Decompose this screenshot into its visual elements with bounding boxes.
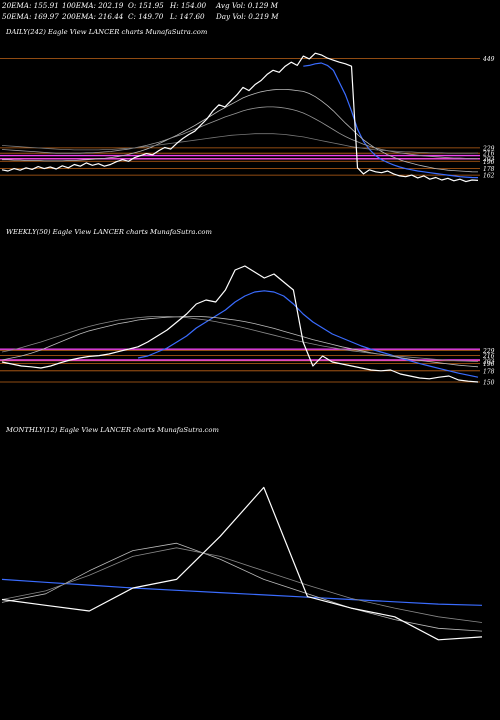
monthly-ema-line-2 [1, 547, 483, 623]
daily-level-label-0: 449 [482, 56, 495, 63]
daily-ema-line-0 [303, 62, 479, 179]
weekly-level-label-1: 216 [482, 353, 495, 360]
header-close: C: 149.70 [128, 12, 164, 21]
monthly-ema-line-1 [1, 542, 483, 632]
header-low: L: 147.60 [170, 12, 205, 21]
monthly-panel-title: MONTHLY(12) Eagle View LANCER charts Mun… [6, 426, 219, 434]
header-ema100: 100EMA: 202.19 [62, 1, 124, 10]
header-ema200: 200EMA: 216.44 [62, 12, 124, 21]
weekly-level-label-0: 229 [482, 348, 495, 355]
daily-ema-line-2 [1, 106, 479, 160]
weekly-level-label-4: 178 [483, 368, 495, 375]
header-high: H: 154.00 [170, 1, 207, 10]
daily-level-label-1: 229 [482, 145, 495, 152]
weekly-ema-line-0 [137, 290, 479, 378]
weekly-level-label-3: 196 [483, 361, 495, 368]
weekly-level-label-5: 150 [483, 380, 495, 387]
daily-level-label-6: 162 [483, 173, 495, 180]
header-open: O: 151.95 [128, 1, 164, 10]
header-day-vol: Day Vol: 0.219 M [216, 12, 279, 21]
header-avg-vol: Avg Vol: 0.129 M [216, 1, 278, 10]
daily-panel-title: DAILY(242) Eagle View LANCER charts Muna… [6, 28, 208, 36]
daily-price-line [1, 52, 479, 183]
header-ema20: 20EMA: 155.91 [2, 1, 59, 10]
daily-level-label-5: 178 [483, 166, 495, 173]
daily-level-label-3: 203 [482, 156, 495, 163]
monthly-price-line [1, 486, 483, 641]
daily-ema-line-1 [2, 89, 479, 173]
header-ema50: 50EMA: 169.97 [2, 12, 59, 21]
daily-level-label-2: 216 [482, 151, 495, 158]
daily-level-label-4: 196 [483, 159, 495, 166]
monthly-ema-line-0 [1, 578, 483, 606]
weekly-panel-title: WEEKLY(50) Eagle View LANCER charts Muna… [6, 228, 212, 236]
weekly-price-line [1, 265, 479, 383]
daily-ema-line-3 [1, 133, 479, 154]
weekly-ema-line-1 [1, 316, 479, 368]
weekly-level-label-2: 203 [482, 358, 495, 365]
monthly-chart [1, 486, 483, 641]
weekly-ema-line-2 [1, 316, 479, 362]
